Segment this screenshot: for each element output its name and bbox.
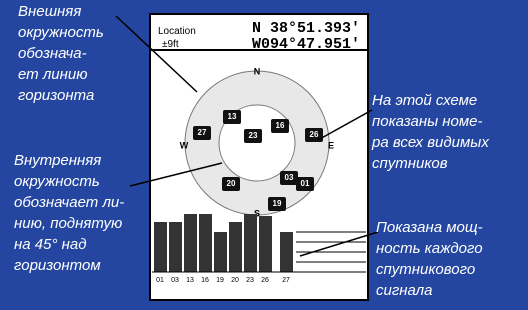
satellite-number: 03 bbox=[285, 173, 294, 182]
compass-n: N bbox=[254, 66, 261, 76]
accuracy: ±9ft bbox=[162, 39, 179, 50]
annotation-line: горизонта bbox=[18, 87, 94, 104]
bar-label: 03 bbox=[171, 277, 179, 284]
satellite-number: 19 bbox=[273, 199, 282, 208]
latitude: N 38°51.393' bbox=[252, 20, 360, 37]
bar-label: 19 bbox=[216, 277, 224, 284]
bar-label: 20 bbox=[231, 277, 239, 284]
diagram: Location ±9ft N 38°51.393' W094°47.951' … bbox=[0, 0, 528, 310]
annotation-line: ет линию bbox=[18, 66, 88, 83]
bar-label: 27 bbox=[282, 277, 290, 284]
annotation-line: сигнала bbox=[376, 282, 432, 299]
annotation-line: Внешняя bbox=[18, 3, 81, 20]
satellite-number: 27 bbox=[198, 128, 207, 137]
annotation-line: спутников bbox=[372, 155, 448, 172]
compass-w: W bbox=[180, 140, 189, 150]
annotation-line: На этой схеме bbox=[372, 92, 477, 109]
annotation-line: окружность bbox=[18, 24, 104, 41]
annotation-line: окружность bbox=[14, 173, 100, 190]
bar-label: 26 bbox=[261, 277, 269, 284]
annotation-line: ность каждого bbox=[376, 240, 483, 257]
satellite-number: 20 bbox=[227, 179, 236, 188]
satellite-number: 01 bbox=[301, 179, 310, 188]
annotation-line: Показана мощ- bbox=[376, 219, 483, 236]
annotation-line: обознача- bbox=[18, 45, 87, 62]
bar-label: 13 bbox=[186, 277, 194, 284]
annotation-line: спутникового bbox=[376, 261, 475, 278]
location-label: Location bbox=[158, 26, 196, 37]
longitude: W094°47.951' bbox=[252, 36, 360, 53]
bar-label: 16 bbox=[201, 277, 209, 284]
annotation-line: ра всех видимых bbox=[371, 134, 489, 151]
satellite-number: 23 bbox=[249, 131, 258, 140]
satellite-number: 13 bbox=[228, 112, 237, 121]
annotation-line: обозначает ли- bbox=[14, 194, 124, 211]
annotation-line: на 45° над bbox=[14, 236, 87, 253]
satellite-number: 26 bbox=[310, 130, 319, 139]
compass-e: E bbox=[328, 140, 334, 150]
bar-label: 23 bbox=[246, 277, 254, 284]
annotation-line: Внутренняя bbox=[14, 152, 101, 169]
satellite-number: 16 bbox=[276, 121, 285, 130]
bar-label: 01 bbox=[156, 277, 164, 284]
annotation-line: нию, поднятую bbox=[14, 215, 122, 232]
annotation-line: горизонтом bbox=[14, 257, 101, 274]
annotation-line: показаны номе- bbox=[372, 113, 483, 130]
